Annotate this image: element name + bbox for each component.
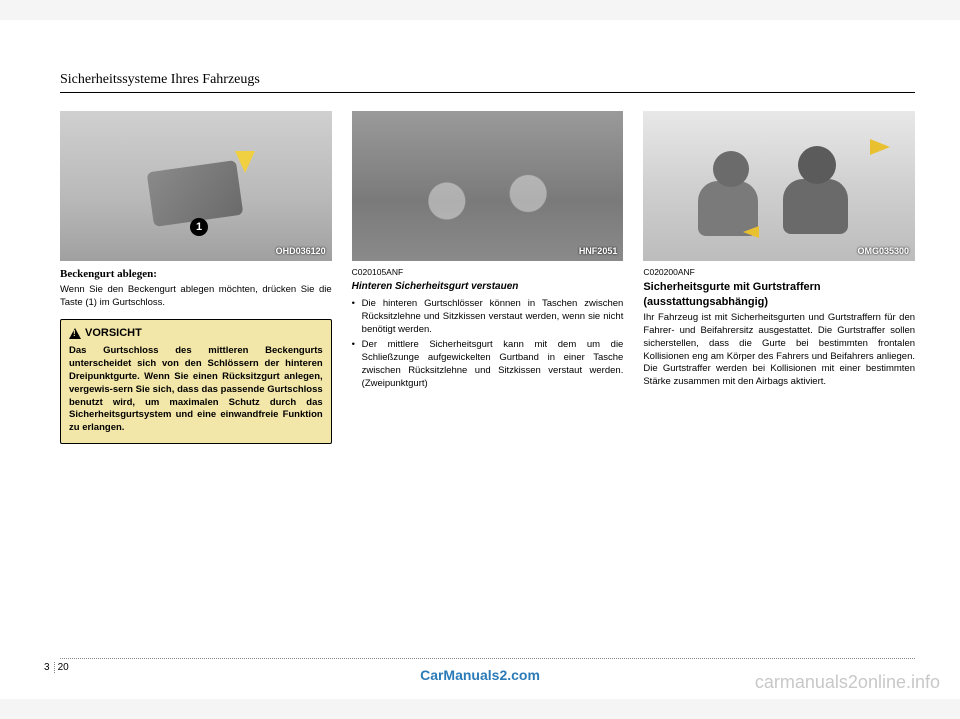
figure-rear-seat-storage: HNF2051	[352, 111, 624, 261]
page-number-value: 20	[58, 662, 69, 673]
body-text: Wenn Sie den Beckengurt ablegen möchten,…	[60, 284, 332, 310]
caution-box: VORSICHT Das Gurtschloss des mittleren B…	[60, 319, 332, 444]
warning-icon	[69, 328, 81, 339]
page-header: Sicherheitssysteme Ihres Fahrzeugs	[60, 70, 915, 93]
arrow-icon	[743, 226, 759, 238]
caption-italic: Hinteren Sicherheitsgurt verstauen	[352, 280, 624, 294]
figure-seatbelt-release: 1 OHD036120	[60, 111, 332, 261]
arrow-down-icon	[235, 151, 255, 173]
paragraph-code: C020200ANF	[643, 267, 915, 278]
figure-code: OHD036120	[276, 245, 326, 257]
car-scene-illustration	[643, 111, 915, 261]
footer-rule: 3 20	[60, 658, 915, 659]
figure-code: HNF2051	[579, 245, 618, 257]
figure-pretensioner: OMG035300	[643, 111, 915, 261]
page-footer: 3 20	[60, 658, 915, 659]
passenger-body-shape	[783, 179, 848, 234]
list-item: Der mittlere Sicherheitsgurt kann mit de…	[352, 339, 624, 390]
content-columns: 1 OHD036120 Beckengurt ablegen: Wenn Sie…	[60, 111, 915, 444]
caution-title: VORSICHT	[69, 326, 323, 341]
body-text: Ihr Fahrzeug ist mit Sicherheitsgurten u…	[643, 312, 915, 389]
callout-marker-1: 1	[190, 218, 208, 236]
arrow-icon	[870, 139, 890, 155]
paragraph-code: C020105ANF	[352, 267, 624, 278]
buckle-illustration	[147, 160, 244, 227]
page-number: 3 20	[44, 662, 69, 673]
column-1: 1 OHD036120 Beckengurt ablegen: Wenn Sie…	[60, 111, 332, 444]
chapter-number: 3	[44, 662, 55, 673]
caption-heading: Beckengurt ablegen:	[60, 267, 332, 282]
caution-title-text: VORSICHT	[85, 326, 142, 341]
header-title: Sicherheitssysteme Ihres Fahrzeugs	[60, 72, 260, 87]
caution-body: Das Gurtschloss des mittleren Beckengurt…	[69, 345, 323, 435]
manual-page: Sicherheitssysteme Ihres Fahrzeugs 1 OHD…	[0, 20, 960, 699]
site-watermark: carmanuals2online.info	[755, 672, 940, 693]
bullet-list: Die hinteren Gurtschlösser können in Tas…	[352, 298, 624, 391]
watermark: CarManuals2.com	[420, 667, 540, 683]
column-2: HNF2051 C020105ANF Hinteren Sicherheitsg…	[352, 111, 624, 444]
section-heading: Sicherheitsgurte mit Gurtstraffern (auss…	[643, 280, 915, 309]
column-3: OMG035300 C020200ANF Sicherheitsgurte mi…	[643, 111, 915, 444]
figure-code: OMG035300	[857, 245, 909, 257]
list-item: Die hinteren Gurtschlösser können in Tas…	[352, 298, 624, 336]
seat-illustration	[352, 111, 624, 261]
